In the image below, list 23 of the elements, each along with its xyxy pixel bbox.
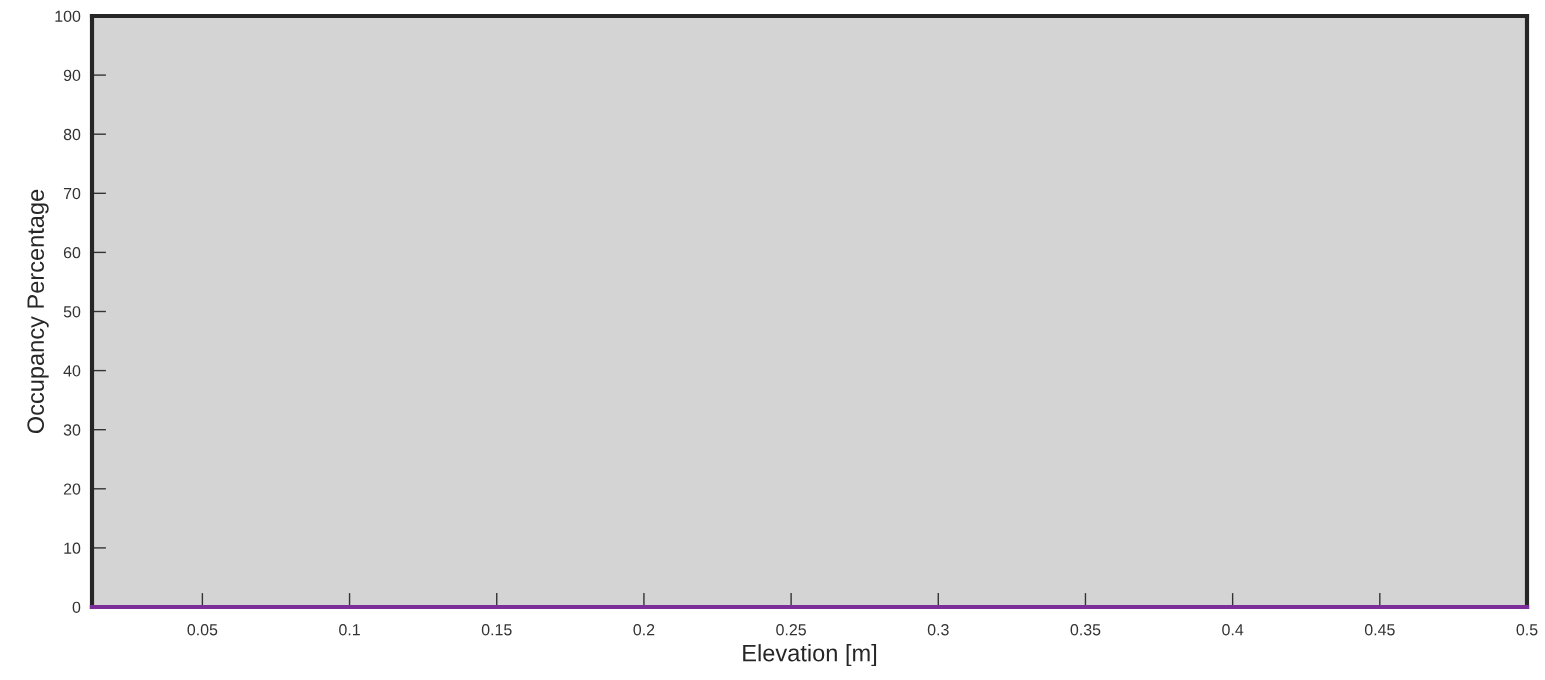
y-tick-label: 30 bbox=[63, 424, 81, 436]
y-tick-label: 10 bbox=[64, 542, 81, 554]
y-tick-label: 20 bbox=[63, 483, 81, 495]
y-tick-label: 80 bbox=[63, 128, 81, 141]
x-tick-label: 0.35 bbox=[1070, 624, 1101, 636]
y-tick-label: 100 bbox=[55, 10, 81, 22]
x-tick-label: 0.45 bbox=[1364, 624, 1395, 636]
x-tick-label: 0.15 bbox=[481, 624, 512, 636]
y-tick-label: 40 bbox=[63, 365, 81, 377]
x-axis-title: Elevation [m] bbox=[743, 644, 877, 667]
x-tick-label: 0.3 bbox=[927, 624, 949, 636]
x-tick-label: 0.25 bbox=[776, 624, 806, 636]
y-tick-label: 0 bbox=[72, 601, 81, 613]
y-tick-label: 70 bbox=[63, 187, 81, 200]
x-tick-label: 0.5 bbox=[1516, 624, 1538, 636]
y-axis-title: Occupancy Percentage bbox=[27, 189, 49, 434]
x-tick-label: 0.05 bbox=[187, 624, 218, 636]
y-tick-label: 60 bbox=[63, 247, 81, 259]
x-tick-label: 0.1 bbox=[339, 624, 360, 636]
x-tick-label: 0.4 bbox=[1222, 624, 1244, 636]
x-tick-label: 0.2 bbox=[633, 624, 655, 636]
y-tick-label: 50 bbox=[63, 306, 81, 318]
y-tick-label: 90 bbox=[63, 69, 81, 82]
